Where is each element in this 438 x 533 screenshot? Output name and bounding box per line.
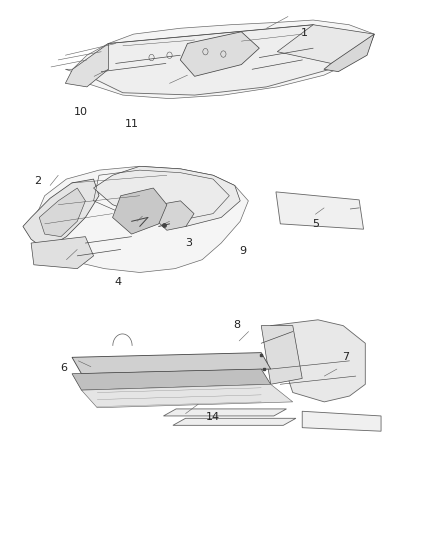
Polygon shape	[153, 201, 194, 230]
Polygon shape	[72, 353, 271, 374]
Text: 14: 14	[205, 412, 219, 422]
Polygon shape	[113, 188, 167, 234]
Text: 7: 7	[343, 352, 350, 362]
Polygon shape	[23, 179, 99, 249]
Polygon shape	[276, 192, 364, 229]
Polygon shape	[65, 20, 374, 99]
Polygon shape	[94, 166, 240, 227]
Text: 2: 2	[34, 176, 41, 186]
Polygon shape	[180, 32, 259, 76]
Polygon shape	[261, 326, 302, 384]
Text: 8: 8	[233, 320, 240, 330]
Text: 1: 1	[301, 28, 308, 38]
Polygon shape	[65, 44, 109, 87]
Polygon shape	[72, 369, 271, 390]
Text: 3: 3	[185, 238, 192, 247]
Polygon shape	[173, 418, 296, 425]
Polygon shape	[39, 188, 85, 237]
Polygon shape	[302, 411, 381, 431]
Polygon shape	[324, 34, 374, 71]
Polygon shape	[81, 384, 293, 408]
Polygon shape	[163, 409, 286, 416]
Text: 6: 6	[60, 363, 67, 373]
Text: 9: 9	[240, 246, 247, 255]
Text: 11: 11	[124, 119, 138, 128]
Text: 4: 4	[115, 278, 122, 287]
Polygon shape	[31, 166, 248, 272]
Polygon shape	[277, 25, 374, 63]
Polygon shape	[87, 25, 360, 95]
Polygon shape	[31, 237, 94, 269]
Text: 5: 5	[312, 219, 319, 229]
Polygon shape	[271, 320, 365, 402]
Text: 10: 10	[74, 107, 88, 117]
